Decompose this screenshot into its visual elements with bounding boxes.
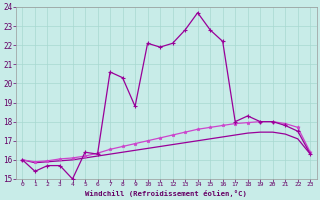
X-axis label: Windchill (Refroidissement éolien,°C): Windchill (Refroidissement éolien,°C) xyxy=(85,190,247,197)
